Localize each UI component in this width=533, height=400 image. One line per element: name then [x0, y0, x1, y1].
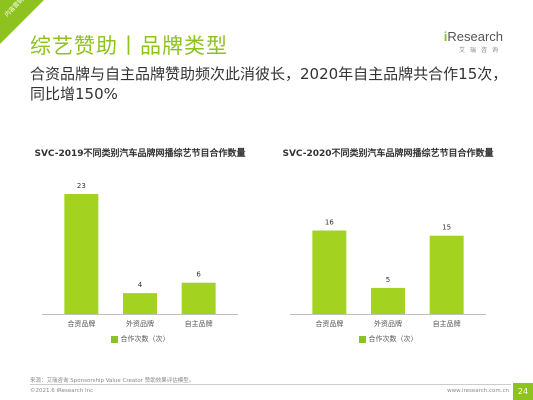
legend: 合作次数（次）: [22, 334, 258, 344]
footer-divider: [30, 384, 511, 385]
bar-3: [181, 282, 216, 314]
x-tick-label: 自主品牌: [433, 319, 461, 328]
copyright: ©2021.6 iResearch Inc: [30, 388, 94, 394]
logo-subtitle: 艾瑞咨询: [458, 47, 503, 54]
legend-label: 合作次数（次）: [120, 335, 170, 343]
chart-title: SVC-2019不同类别汽车品牌网播综艺节目合作数量: [34, 149, 246, 159]
legend-label: 合作次数（次）: [368, 335, 418, 343]
page-number: 24: [513, 383, 533, 400]
legend-swatch: [358, 335, 366, 343]
chart-title: SVC-2020不同类别汽车品牌网播综艺节目合作数量: [282, 149, 494, 159]
x-tick-label: 自主品牌: [185, 319, 213, 328]
bar-1: [312, 230, 347, 314]
bar-2: [371, 287, 405, 314]
bar-1: [64, 194, 99, 314]
legend-swatch: [110, 335, 118, 343]
website-link[interactable]: www.iresearch.com.cn: [447, 388, 509, 394]
bar-2: [123, 293, 157, 314]
source-note: 来源：艾瑞咨询 Sponsorship Value Creator 赞助效果评估…: [30, 378, 195, 384]
data-label: 23: [77, 182, 86, 190]
data-label: 6: [196, 271, 201, 279]
headline: 合资品牌与自主品牌赞助频次此消彼长，2020年自主品牌共合作15次，同比增150…: [30, 65, 508, 103]
bar-3: [429, 235, 464, 314]
x-tick-label: 外资品牌: [374, 319, 402, 328]
corner-tag: [0, 0, 44, 44]
iresearch-logo: iResearch 艾瑞咨询: [444, 30, 503, 54]
logo-wordmark: iResearch: [444, 30, 503, 43]
bar-chart-2019: 23 合资品牌 4 外资品牌 6 自主品牌: [42, 182, 238, 328]
bar-chart-2020: 16 合资品牌 5 外资品牌 15 自主品牌: [290, 219, 486, 328]
legend: 合作次数（次）: [270, 334, 506, 344]
x-tick-label: 合资品牌: [67, 319, 95, 328]
data-label: 16: [325, 219, 334, 227]
chart-2019: SVC-2019不同类别汽车品牌网播综艺节目合作数量 23 合资品牌 4 外资品牌 6 自…: [22, 148, 258, 358]
data-label: 5: [386, 276, 390, 284]
logo-research: Research: [447, 29, 503, 44]
logo-i: i: [443, 29, 448, 44]
chart-2020: SVC-2020不同类别汽车品牌网播综艺节目合作数量 16 合资品牌 5 外资品牌 15…: [270, 148, 506, 358]
section-title: 综艺赞助丨品牌类型: [30, 34, 228, 58]
x-tick-label: 合资品牌: [315, 319, 343, 328]
data-label: 4: [138, 281, 143, 289]
data-label: 15: [442, 224, 451, 232]
x-tick-label: 外资品牌: [126, 319, 154, 328]
